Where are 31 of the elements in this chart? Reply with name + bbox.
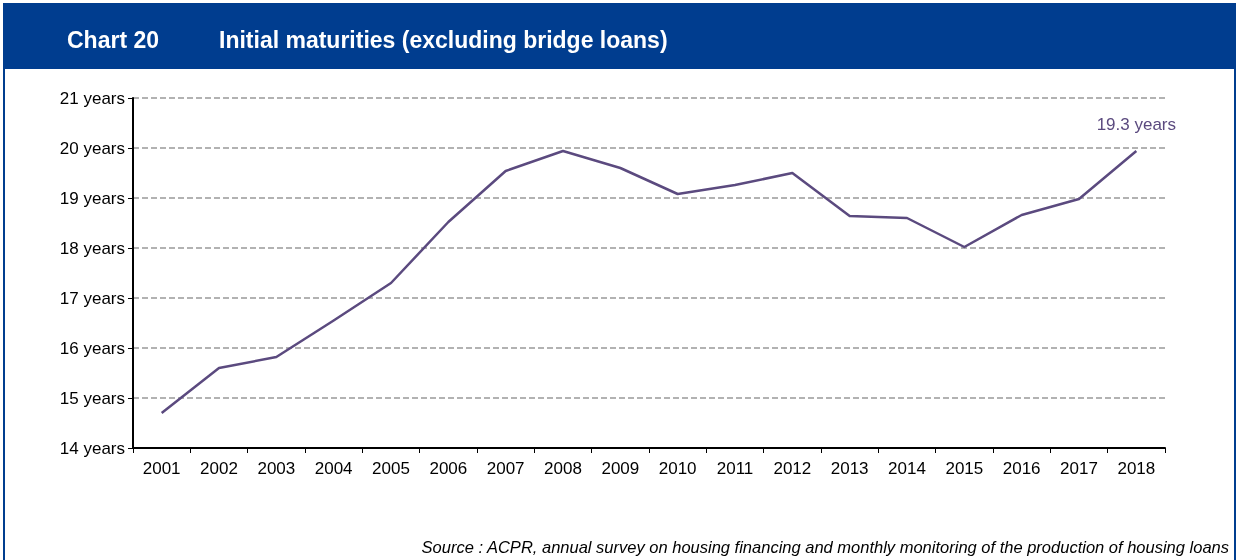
- y-tick-label: 16 years: [59, 338, 125, 358]
- x-tick-label: 2018: [1117, 459, 1156, 478]
- x-tick-label: 2014: [888, 459, 926, 478]
- x-tick-label: 2011: [716, 459, 754, 478]
- y-tick-label: 14 years: [59, 438, 125, 458]
- x-tick-label: 2016: [1002, 459, 1041, 478]
- y-tick-label: 18 years: [59, 238, 125, 258]
- x-tick-label: 2005: [372, 459, 410, 478]
- x-tick-label: 2010: [658, 459, 697, 478]
- x-tick-label: 2006: [429, 459, 468, 478]
- x-tick-label: 2013: [830, 459, 869, 478]
- x-tick-label: 2003: [257, 459, 296, 478]
- chart-subtitle: Initial maturities (excluding bridge loans): [219, 27, 668, 54]
- x-tick-label: 2012: [773, 459, 812, 478]
- annotation: 19.3 years: [1096, 115, 1177, 134]
- x-tick-label: 2017: [1060, 459, 1098, 478]
- x-tick-label: 2015: [945, 459, 984, 478]
- y-tick-label: 17 years: [59, 288, 125, 308]
- y-tick-label: 19 years: [59, 188, 125, 208]
- x-tick-label: 2002: [200, 459, 238, 478]
- y-tick-label: 15 years: [59, 388, 125, 408]
- x-tick-label: 2009: [601, 459, 640, 478]
- x-tick-label: 2007: [486, 459, 525, 478]
- y-tick-label: 21 years: [59, 88, 125, 108]
- x-tick-label: 2001: [142, 459, 181, 478]
- source-note: Source : ACPR, annual survey on housing financing and monthly monitoring of the production of housing loans: [421, 538, 1229, 557]
- y-tick-label: 20 years: [59, 138, 125, 158]
- x-tick-label: 2004: [314, 459, 353, 478]
- x-tick-label: 2008: [544, 459, 582, 478]
- chart-title: Chart 20: [67, 27, 160, 54]
- line-series: [160, 149, 1138, 415]
